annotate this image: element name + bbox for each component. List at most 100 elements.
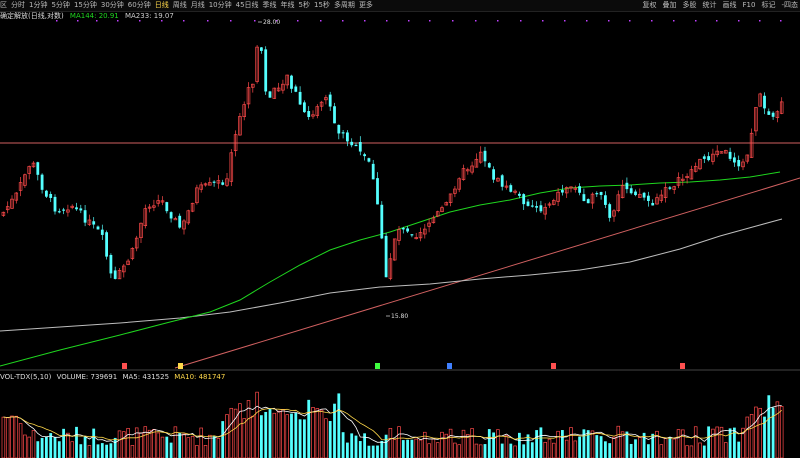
volume-bar: [96, 444, 100, 458]
signal-marker: [542, 20, 544, 22]
candle-body: [264, 49, 268, 92]
volume-bar: [461, 429, 466, 458]
volume-bar: [745, 416, 750, 458]
tab-12[interactable]: 季线: [262, 1, 277, 9]
tab-9[interactable]: 月线: [190, 1, 205, 9]
signal-marker: [673, 20, 675, 22]
volume-bar: [535, 430, 538, 458]
volume-bar: [79, 444, 83, 458]
tab-4[interactable]: 15分钟: [73, 1, 97, 9]
trendline-up[interactable]: [174, 177, 800, 369]
tool-6[interactable]: 标记: [761, 1, 776, 9]
volume-bar: [561, 430, 564, 458]
tab-7[interactable]: 日线: [154, 1, 169, 9]
candle-body: [324, 97, 328, 101]
candle-body: [62, 209, 65, 211]
candle-body: [604, 195, 607, 205]
tool-7[interactable]: -四态: [781, 1, 798, 9]
tab-5[interactable]: 30分钟: [100, 1, 124, 9]
tab-14[interactable]: 5秒: [298, 1, 311, 9]
volume-bar: [552, 442, 556, 458]
tab-17[interactable]: 更多: [358, 1, 373, 9]
tool-5[interactable]: F10: [742, 1, 756, 9]
volume-bar: [233, 408, 238, 458]
candle-body: [298, 91, 302, 105]
tab-8[interactable]: 周线: [172, 1, 187, 9]
candle-body: [87, 219, 92, 225]
tool-4[interactable]: 画线: [722, 1, 737, 9]
event-marker: [551, 363, 556, 369]
candle-body: [509, 185, 513, 192]
volume-bar: [49, 433, 53, 458]
volume-bar: [556, 430, 560, 458]
candle-body: [775, 111, 780, 118]
candle-body: [444, 202, 449, 206]
tab-0[interactable]: 区: [0, 1, 7, 9]
tab-13[interactable]: 年线: [280, 1, 295, 9]
signal-marker: [96, 20, 98, 22]
candle-body: [268, 91, 272, 98]
candle-body: [380, 204, 384, 239]
event-marker: [447, 363, 452, 369]
tab-15[interactable]: 15秒: [314, 1, 330, 9]
candle-body: [616, 194, 621, 212]
volume-bar: [75, 426, 78, 458]
volume-bar: [651, 433, 655, 458]
signal-marker: [297, 20, 299, 22]
signal-marker: [780, 20, 782, 22]
volume-bar: [105, 444, 108, 458]
signal-marker: [139, 20, 141, 22]
tool-0[interactable]: 复权: [642, 1, 657, 9]
low-annotation: 15.80: [386, 313, 408, 320]
tab-6[interactable]: 60分钟: [127, 1, 151, 9]
signal-marker: [475, 20, 477, 22]
tab-11[interactable]: 45日线: [235, 1, 259, 9]
tool-2[interactable]: 多股: [682, 1, 697, 9]
candle-body: [27, 166, 31, 174]
candle-body: [212, 181, 216, 183]
candle-body: [672, 186, 676, 190]
volume-bar: [681, 429, 685, 458]
volume-bar: [156, 432, 160, 458]
volume-bar: [36, 441, 40, 458]
volume-bar: [371, 445, 375, 458]
candle-body: [367, 158, 371, 162]
signal-marker: [429, 20, 431, 22]
volume-bar: [238, 403, 242, 458]
volume-bar: [83, 436, 87, 458]
volume-bar: [294, 412, 298, 458]
tab-1[interactable]: 分时: [11, 1, 25, 9]
tab-16[interactable]: 多周期: [333, 1, 355, 9]
period-tabs: 区分时 1分钟 5分钟 15分钟 30分钟 60分钟 日线 周线 月线 10分钟 45日线 季线 年线 5…: [0, 0, 377, 11]
ma233-value: MA233: 19.07: [124, 12, 174, 20]
volume-bar: [109, 443, 113, 458]
volume-bar: [435, 442, 440, 458]
candle-body: [315, 106, 320, 116]
vol-ma5-line: [3, 405, 782, 444]
volume-bar: [414, 438, 418, 458]
candle-body: [10, 198, 14, 209]
volume-bar: [634, 439, 637, 458]
volume-bar: [66, 432, 70, 458]
signal-marker: [695, 20, 697, 22]
volume-bar: [221, 421, 225, 458]
tab-2[interactable]: 1分钟: [29, 1, 48, 9]
volume-bar: [642, 432, 646, 458]
tool-1[interactable]: 叠加: [662, 1, 677, 9]
volume-bar: [122, 431, 126, 458]
tab-3[interactable]: 5分钟: [51, 1, 70, 9]
candle-body: [620, 185, 625, 199]
volume-bar: [328, 421, 332, 458]
tool-3[interactable]: 统计: [702, 1, 717, 9]
candle-body: [685, 176, 689, 178]
volume-bar: [367, 445, 371, 458]
volume-bar: [87, 445, 92, 458]
event-marker: [178, 363, 183, 369]
tab-10[interactable]: 10分钟: [208, 1, 232, 9]
candle-body: [556, 191, 560, 202]
candle-body: [173, 218, 178, 221]
event-marker: [375, 363, 380, 369]
candle-body: [276, 87, 281, 92]
candle-body: [376, 178, 379, 205]
